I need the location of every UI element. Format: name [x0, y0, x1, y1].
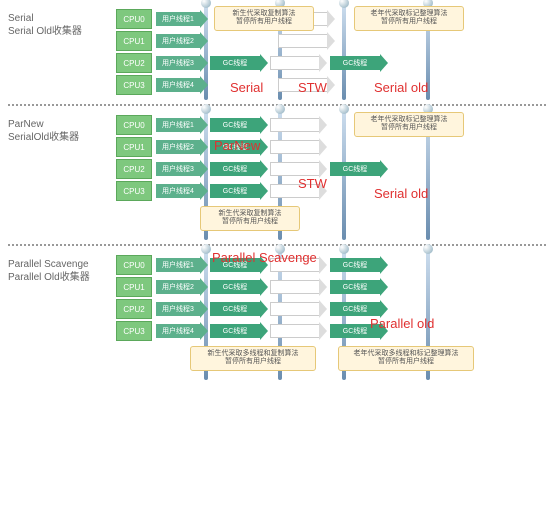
phase-label: STW [298, 176, 327, 191]
phase-label: Serial old [374, 186, 428, 201]
gc-thread-arrow: GC线程 [330, 258, 380, 272]
lanes: CPU0 用户线程1 GC线程 CPU1 用户线程2 GC线程 CPU2 用户线程3 GC线程 G… [116, 114, 546, 236]
cpu-row: CPU3用户线程4GC线程GC线程 [116, 320, 546, 342]
phase-label: STW [298, 80, 327, 95]
user-thread-arrow: 用户线程2 [156, 140, 200, 154]
gc-thread-arrow: GC线程 [210, 302, 260, 316]
cpu-row: CPU1 用户线程2 GC线程 GC线程 [116, 276, 546, 298]
phase-label: Serial [230, 80, 263, 95]
cpu-box: CPU0 [116, 9, 152, 29]
title-line: Parallel Old收集器 [8, 271, 90, 284]
gc-thread-arrow: GC线程 [330, 280, 380, 294]
user-thread-arrow: 用户线程4 [156, 78, 200, 92]
explain-note: 老年代采取标记整理算法暂停所有用户线程 [354, 112, 464, 137]
cpu-row: CPU0 用户线程1 [116, 8, 546, 30]
explain-note: 老年代采取多线程和标记整理算法暂停所有用户线程 [338, 346, 474, 371]
explain-note: 新生代采取复制算法暂停所有用户线程 [200, 206, 300, 231]
stw-arrow [270, 162, 320, 176]
cpu-box: CPU0 [116, 255, 152, 275]
phase-label: ParNew [214, 138, 260, 153]
user-thread-arrow: 用户线程1 [156, 258, 200, 272]
cpu-box: CPU2 [116, 53, 152, 73]
explain-note: 新生代采取多线程和复制算法暂停所有用户线程 [190, 346, 316, 371]
lanes: CPU0 用户线程1 CPU1 用户线程2 CPU2 用户线程3 GC线程 GC线程 CPU3 用… [116, 8, 546, 96]
cpu-box: CPU1 [116, 137, 152, 157]
cpu-row: CPU2 用户线程3 GC线程 GC线程 [116, 298, 546, 320]
stw-arrow [270, 324, 320, 338]
cpu-row: CPU2 用户线程3 GC线程 GC线程 [116, 52, 546, 74]
gc-thread-arrow: GC线程 [330, 302, 380, 316]
cpu-row: CPU3 用户线程4 [116, 74, 546, 96]
user-thread-arrow: 用户线程4 [156, 184, 200, 198]
user-thread-arrow: 用户线程4 [156, 324, 200, 338]
title-line: Serial Old收集器 [8, 25, 82, 38]
title-line: ParNew [8, 118, 79, 131]
gc-thread-arrow: GC线程 [210, 184, 260, 198]
gc-thread-arrow: GC线程 [210, 324, 260, 338]
gc-thread-arrow: GC线程 [210, 280, 260, 294]
cpu-row: CPU1用户线程2GC线程 [116, 136, 546, 158]
lanes: CPU0 用户线程1 GC线程 GC线程 CPU1 用户线程2 GC线程 GC线程 CPU2 用户… [116, 254, 546, 376]
cpu-row: CPU2 用户线程3 GC线程 GC线程 [116, 158, 546, 180]
cpu-box: CPU1 [116, 277, 152, 297]
cpu-box: CPU3 [116, 181, 152, 201]
section-title: SerialSerial Old收集器 [8, 12, 82, 38]
gc-thread-arrow: GC线程 [330, 56, 380, 70]
section-title: ParNewSerialOld收集器 [8, 118, 79, 144]
gc-thread-arrow: GC线程 [210, 118, 260, 132]
title-line: SerialOld收集器 [8, 131, 79, 144]
section-title: Parallel ScavengeParallel Old收集器 [8, 258, 90, 284]
phase-label: Parallel Scavenge [212, 250, 317, 265]
gc-section: Parallel ScavengeParallel Old收集器 CPU0 用户线程… [8, 254, 546, 384]
cpu-box: CPU1 [116, 31, 152, 51]
user-thread-arrow: 用户线程2 [156, 280, 200, 294]
cpu-row: CPU1 用户线程2 [116, 30, 546, 52]
gc-thread-arrow: GC线程 [210, 162, 260, 176]
cpu-box: CPU2 [116, 299, 152, 319]
explain-note: 老年代采取标记整理算法暂停所有用户线程 [354, 6, 464, 31]
stw-arrow [270, 280, 320, 294]
gc-section: ParNewSerialOld收集器CPU0用户线程1GC线程CPU1用户线程2… [8, 114, 546, 246]
cpu-box: CPU3 [116, 75, 152, 95]
gc-section: SerialSerial Old收集器CPU0用户线程1CPU1用户线程2CPU… [8, 8, 546, 106]
gc-thread-arrow: GC线程 [330, 162, 380, 176]
stw-arrow [270, 302, 320, 316]
user-thread-arrow: 用户线程1 [156, 12, 200, 26]
cpu-row: CPU3 用户线程4 GC线程 [116, 180, 546, 202]
stw-arrow [270, 118, 320, 132]
phase-label: Parallel old [370, 316, 434, 331]
title-line: Serial [8, 12, 82, 25]
user-thread-arrow: 用户线程1 [156, 118, 200, 132]
user-thread-arrow: 用户线程3 [156, 162, 200, 176]
cpu-box: CPU0 [116, 115, 152, 135]
user-thread-arrow: 用户线程2 [156, 34, 200, 48]
cpu-row: CPU0用户线程1GC线程GC线程 [116, 254, 546, 276]
title-line: Parallel Scavenge [8, 258, 90, 271]
user-thread-arrow: 用户线程3 [156, 302, 200, 316]
stw-arrow [270, 140, 320, 154]
gc-thread-arrow: GC线程 [210, 56, 260, 70]
cpu-box: CPU2 [116, 159, 152, 179]
user-thread-arrow: 用户线程3 [156, 56, 200, 70]
cpu-box: CPU3 [116, 321, 152, 341]
explain-note: 新生代采取复制算法暂停所有用户线程 [214, 6, 314, 31]
phase-label: Serial old [374, 80, 428, 95]
stw-arrow [270, 56, 320, 70]
stw-arrow [278, 34, 328, 48]
cpu-row: CPU0 用户线程1 GC线程 [116, 114, 546, 136]
